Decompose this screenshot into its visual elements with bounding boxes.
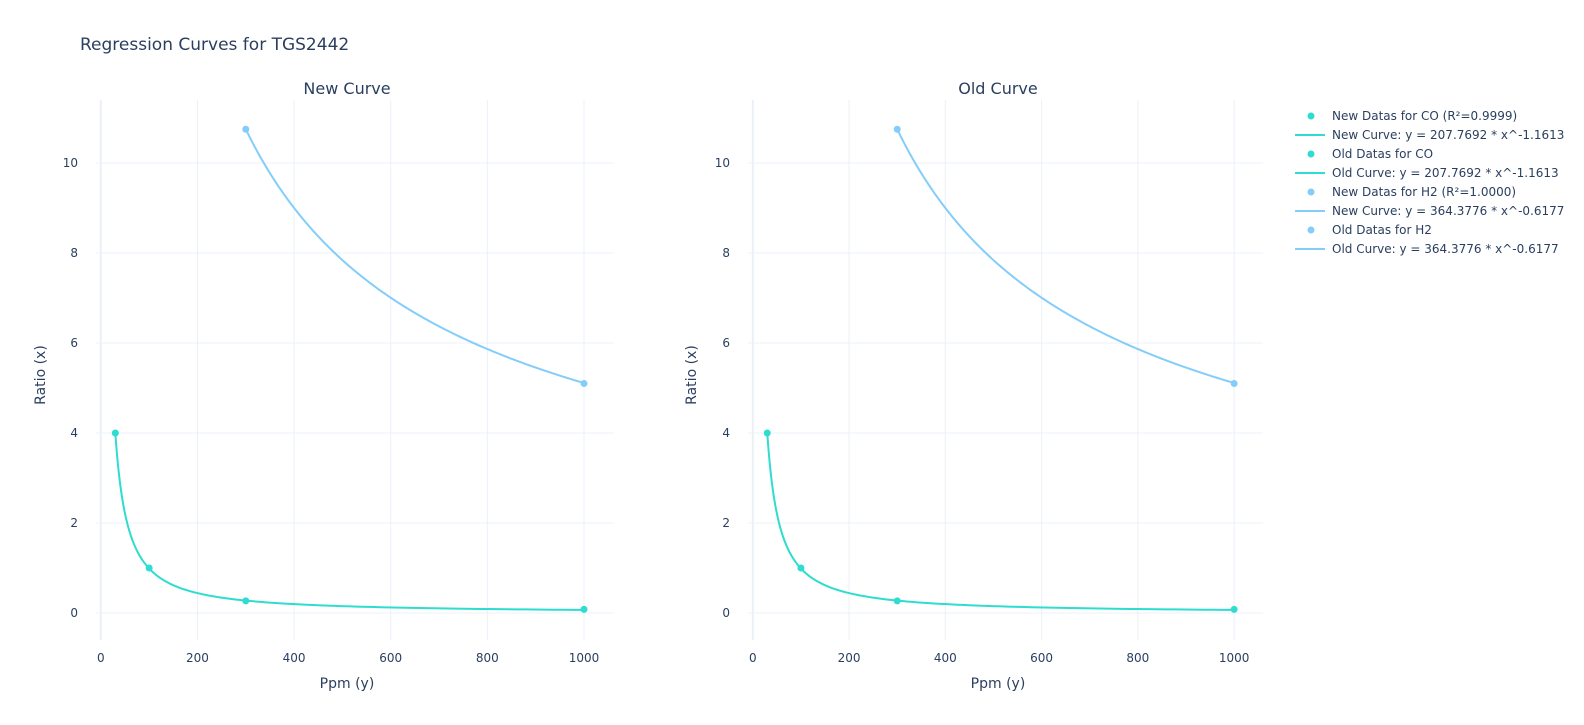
new-curve-h2-data-point (242, 125, 250, 133)
old-curve-y-tick-label: 6 (722, 336, 730, 350)
new-curve-y-tick-label: 4 (70, 426, 78, 440)
old-curve-x-tick-label: 1000 (1219, 651, 1250, 665)
old-curve-y-tick-label: 2 (722, 516, 730, 530)
legend-item[interactable]: New Datas for H2 (R²=1.0000) (1307, 185, 1517, 199)
old-curve-y-tick-label: 10 (715, 156, 730, 170)
legend-item[interactable]: New Curve: y = 207.7692 * x^-1.1613 (1295, 128, 1564, 142)
old-curve-co-fit-line (766, 432, 1235, 611)
new-curve-x-tick-label: 200 (186, 651, 209, 665)
new-curve-x-axis-label: Ppm (y) (320, 676, 375, 692)
new-curve-h2-data-point (580, 380, 588, 387)
new-curve-y-tick-label: 2 (70, 516, 78, 530)
old-curve-y-axis-label: Ratio (x) (684, 345, 700, 405)
legend-marker-icon (1307, 226, 1315, 234)
legend-marker-icon (1307, 112, 1315, 120)
old-curve-y-tick-label: 0 (722, 606, 730, 620)
new-curve-y-tick-label: 6 (70, 336, 78, 350)
new-curve-title: New Curve (303, 79, 390, 98)
old-curve-x-tick-label: 200 (838, 651, 861, 665)
figure-title: Regression Curves for TGS2442 (80, 35, 349, 55)
legend-label: Old Datas for H2 (1332, 223, 1432, 237)
old-curve-x-tick-label: 600 (1030, 651, 1053, 665)
new-curve-h2-fit-line (244, 128, 585, 384)
old-curve-title: Old Curve (958, 79, 1037, 98)
new-curve-y-tick-label: 10 (63, 156, 78, 170)
old-curve-h2-data-point (1230, 380, 1238, 387)
old-curve-h2-data-point (893, 125, 901, 133)
legend-label: New Curve: y = 364.3776 * x^-0.6177 (1332, 204, 1564, 218)
legend-label: New Datas for CO (R²=0.9999) (1332, 109, 1517, 123)
new-curve-co-fit-line (114, 432, 585, 611)
old-curve-x-axis-label: Ppm (y) (971, 676, 1026, 692)
new-curve-x-tick-label: 600 (379, 651, 402, 665)
old-curve-x-tick-label: 0 (749, 651, 757, 665)
new-curve-co-data-point (111, 429, 119, 437)
legend-marker-icon (1307, 150, 1315, 158)
old-curve-co-data-point (1230, 605, 1238, 613)
legend-item[interactable]: Old Datas for CO (1307, 147, 1434, 161)
legend-label: Old Curve: y = 364.3776 * x^-0.6177 (1332, 242, 1559, 256)
legend-item[interactable]: New Curve: y = 364.3776 * x^-0.6177 (1295, 204, 1564, 218)
legend-item[interactable]: Old Datas for H2 (1307, 223, 1432, 237)
new-curve-co-data-point (242, 597, 250, 605)
new-curve-y-tick-label: 8 (70, 246, 78, 260)
legend-label: New Datas for H2 (R²=1.0000) (1332, 185, 1516, 199)
legend-item[interactable]: New Datas for CO (R²=0.9999) (1307, 109, 1518, 123)
old-curve-co-data-point (763, 429, 771, 437)
new-curve-x-tick-label: 0 (97, 651, 105, 665)
old-curve-panel: 0 200 400 600 800 1000 0 2 4 6 8 10 Old Curve Ppm (… (684, 79, 1263, 692)
legend-label: Old Datas for CO (1332, 147, 1433, 161)
new-curve-y-axis-label: Ratio (x) (33, 345, 49, 405)
legend-item[interactable]: Old Curve: y = 207.7692 * x^-1.1613 (1295, 166, 1559, 180)
old-curve-co-data-point (797, 564, 805, 572)
old-curve-h2-fit-line (896, 128, 1235, 384)
new-curve-x-tick-label: 1000 (569, 651, 600, 665)
old-curve-x-tick-label: 400 (934, 651, 957, 665)
legend-item[interactable]: Old Curve: y = 364.3776 * x^-0.6177 (1295, 242, 1559, 256)
old-curve-x-tick-label: 800 (1126, 651, 1149, 665)
new-curve-co-data-point (145, 564, 153, 572)
legend-label: New Curve: y = 207.7692 * x^-1.1613 (1332, 128, 1564, 142)
new-curve-co-data-point (580, 605, 588, 613)
new-curve-y-tick-label: 0 (70, 606, 78, 620)
legend: New Datas for CO (R²=0.9999) New Curve: y… (1295, 109, 1564, 256)
new-curve-panel: 0 200 400 600 800 1000 0 2 4 6 8 10 New Curve Ppm (… (33, 79, 613, 692)
new-curve-x-tick-label: 800 (476, 651, 499, 665)
legend-label: Old Curve: y = 207.7692 * x^-1.1613 (1332, 166, 1559, 180)
old-curve-y-tick-label: 8 (722, 246, 730, 260)
old-curve-y-tick-label: 4 (722, 426, 730, 440)
legend-marker-icon (1307, 188, 1315, 196)
old-curve-co-data-point (893, 597, 901, 605)
new-curve-x-tick-label: 400 (283, 651, 306, 665)
